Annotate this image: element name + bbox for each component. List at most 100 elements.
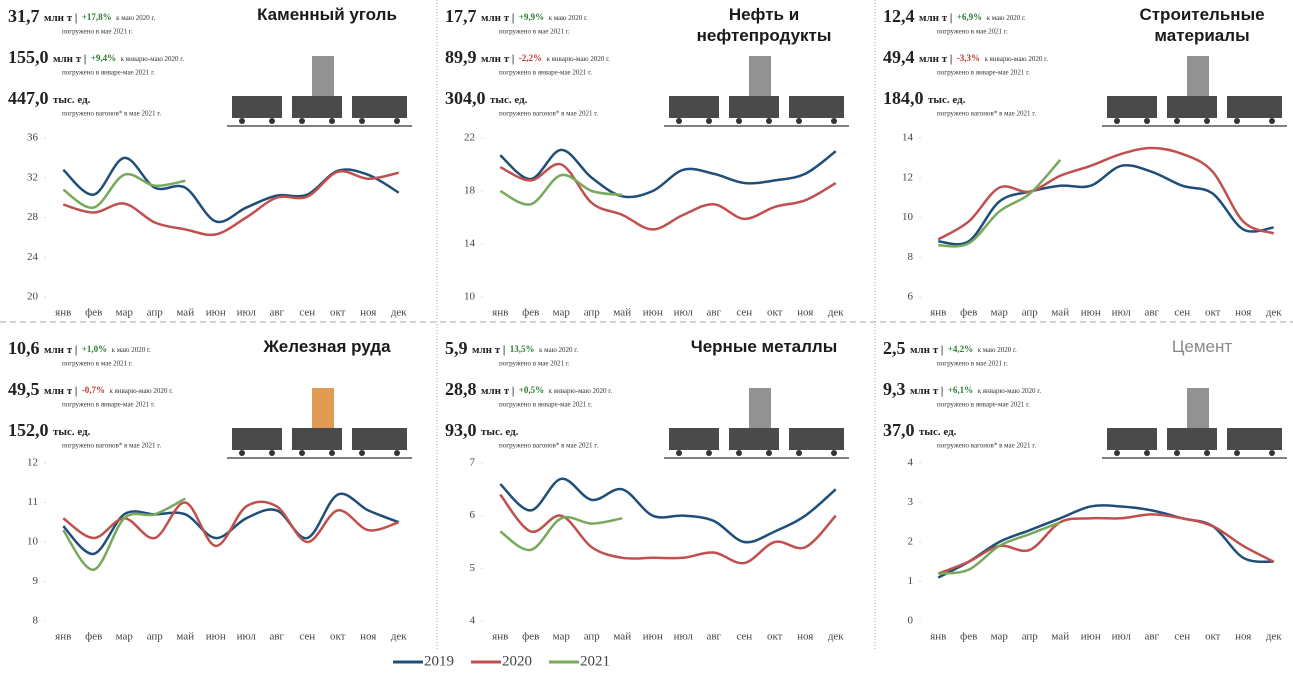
stat-value: 152,0 bbox=[8, 420, 49, 440]
stat-unit: тыс. ед. bbox=[53, 426, 91, 438]
x-tick-label: авг bbox=[1144, 631, 1159, 643]
x-tick-label: июн bbox=[206, 631, 226, 643]
icon-wagon bbox=[232, 428, 282, 450]
x-tick-label: май bbox=[613, 631, 631, 643]
x-tick-label: июл bbox=[674, 631, 694, 643]
icon-wheel bbox=[1144, 118, 1150, 124]
chart-title: Черные металлы bbox=[690, 337, 838, 356]
stat-line: 155,0 млн т | +9,4% к январю-маю 2020 г. bbox=[8, 47, 184, 67]
stat-unit: тыс. ед. bbox=[490, 94, 528, 106]
y-tick-label: 36 bbox=[27, 132, 39, 144]
stat-value: 49,4 bbox=[883, 47, 915, 67]
x-tick-label: фев bbox=[960, 631, 977, 643]
stat-note: погружено в мае 2021 г. bbox=[499, 28, 570, 36]
stat-change: +4,2% bbox=[948, 344, 973, 354]
x-tick-label: май bbox=[176, 631, 194, 643]
series-line bbox=[62, 169, 400, 237]
x-tick-label: янв bbox=[55, 631, 71, 643]
x-tick-label: авг bbox=[706, 631, 721, 643]
stat-unit: млн т | bbox=[44, 12, 77, 24]
x-tick-label: авг bbox=[1144, 307, 1159, 319]
x-tick-label: янв bbox=[492, 631, 508, 643]
x-tick-label: авг bbox=[269, 307, 284, 319]
x-tick-label: ноя bbox=[797, 631, 813, 643]
x-tick-label: май bbox=[1051, 307, 1069, 319]
stat-note: погружено в мае 2021 г. bbox=[499, 360, 570, 368]
stat-unit: тыс. ед. bbox=[928, 94, 966, 106]
stat-change: -2,2% bbox=[519, 53, 542, 63]
icon-wheel bbox=[299, 450, 305, 456]
stat-value: 89,9 bbox=[445, 47, 477, 67]
stat-unit: млн т | bbox=[481, 12, 514, 24]
icon-wheel bbox=[239, 118, 245, 124]
stat-comparison: к маю 2020 г. bbox=[116, 14, 155, 22]
stat-line: 31,7 млн т | +17,8% к маю 2020 г. bbox=[8, 6, 156, 26]
stat-comparison: к маю 2020 г. bbox=[539, 346, 578, 354]
series-line bbox=[938, 159, 1062, 248]
stat-line: 9,3 млн т | +6,1% к январю-маю 2020 г. bbox=[883, 379, 1041, 399]
icon-wheel bbox=[299, 118, 305, 124]
y-tick-label: 10 bbox=[464, 291, 476, 303]
stat-note: погружено вагонов* в мае 2021 г. bbox=[937, 442, 1036, 450]
x-tick-label: окт bbox=[1205, 631, 1221, 643]
y-tick-label: 1 bbox=[908, 575, 914, 587]
x-tick-label: окт bbox=[1205, 307, 1221, 319]
stat-line: 447,0 тыс. ед. bbox=[8, 88, 91, 108]
icon-wheel bbox=[1204, 118, 1210, 124]
x-tick-label: мар bbox=[553, 307, 571, 319]
stat-comparison: к январю-маю 2020 г. bbox=[121, 55, 185, 63]
series-line bbox=[499, 516, 623, 552]
x-tick-label: фев bbox=[522, 631, 539, 643]
stat-unit: млн т | bbox=[53, 53, 86, 65]
x-tick-label: дек bbox=[828, 631, 844, 643]
icon-wheel bbox=[329, 118, 335, 124]
stat-note: погружено в мае 2021 г. bbox=[62, 28, 133, 36]
x-tick-label: апр bbox=[1022, 307, 1039, 319]
icon-wheel bbox=[1234, 118, 1240, 124]
x-tick-label: апр bbox=[147, 631, 164, 643]
stat-value: 2,5 bbox=[883, 338, 906, 358]
icon-wheel bbox=[1174, 450, 1180, 456]
stat-line: 152,0 тыс. ед. bbox=[8, 420, 91, 440]
stat-value: 304,0 bbox=[445, 88, 486, 108]
x-tick-label: окт bbox=[330, 631, 346, 643]
x-tick-label: июл bbox=[1112, 631, 1132, 643]
icon-wagon bbox=[1167, 428, 1217, 450]
icon-wagon bbox=[1107, 428, 1157, 450]
stat-unit: млн т | bbox=[44, 385, 77, 397]
icon-wheel bbox=[239, 450, 245, 456]
icon-wagon bbox=[352, 428, 407, 450]
y-tick-label: 20 bbox=[27, 291, 39, 303]
series-line bbox=[937, 504, 1274, 579]
x-tick-label: окт bbox=[330, 307, 346, 319]
x-tick-label: янв bbox=[492, 307, 508, 319]
icon-wheel bbox=[1269, 118, 1275, 124]
series-line bbox=[62, 156, 400, 224]
x-tick-label: янв bbox=[930, 307, 946, 319]
stat-comparison: к январю-маю 2020 г. bbox=[978, 387, 1042, 395]
x-tick-label: мар bbox=[991, 307, 1009, 319]
stat-unit: млн т | bbox=[910, 344, 943, 356]
stat-change: +0,5% bbox=[519, 385, 544, 395]
stat-comparison: к маю 2020 г. bbox=[987, 14, 1026, 22]
stat-value: 12,4 bbox=[883, 6, 915, 26]
stat-note: погружено в январе-мае 2021 г. bbox=[499, 69, 592, 77]
stat-change: +9,9% bbox=[519, 12, 544, 22]
x-tick-label: сен bbox=[736, 631, 752, 643]
chart-title: Каменный уголь bbox=[257, 5, 397, 24]
stat-change: -0,7% bbox=[82, 385, 105, 395]
y-tick-label: 11 bbox=[27, 496, 38, 508]
icon-wagon bbox=[669, 428, 719, 450]
stat-note: погружено вагонов* в мае 2021 г. bbox=[62, 442, 161, 450]
y-tick-label: 28 bbox=[27, 211, 39, 223]
icon-structure bbox=[749, 388, 771, 428]
stat-line: 5,9 млн т | 13,5% к маю 2020 г. bbox=[445, 338, 578, 358]
stat-unit: млн т | bbox=[919, 12, 952, 24]
x-tick-label: мар bbox=[553, 631, 571, 643]
stat-note: погружено вагонов* в мае 2021 г. bbox=[62, 110, 161, 118]
series-line bbox=[499, 493, 837, 565]
y-tick-label: 3 bbox=[908, 496, 914, 508]
x-tick-label: июл bbox=[1112, 307, 1132, 319]
icon-wheel bbox=[359, 450, 365, 456]
